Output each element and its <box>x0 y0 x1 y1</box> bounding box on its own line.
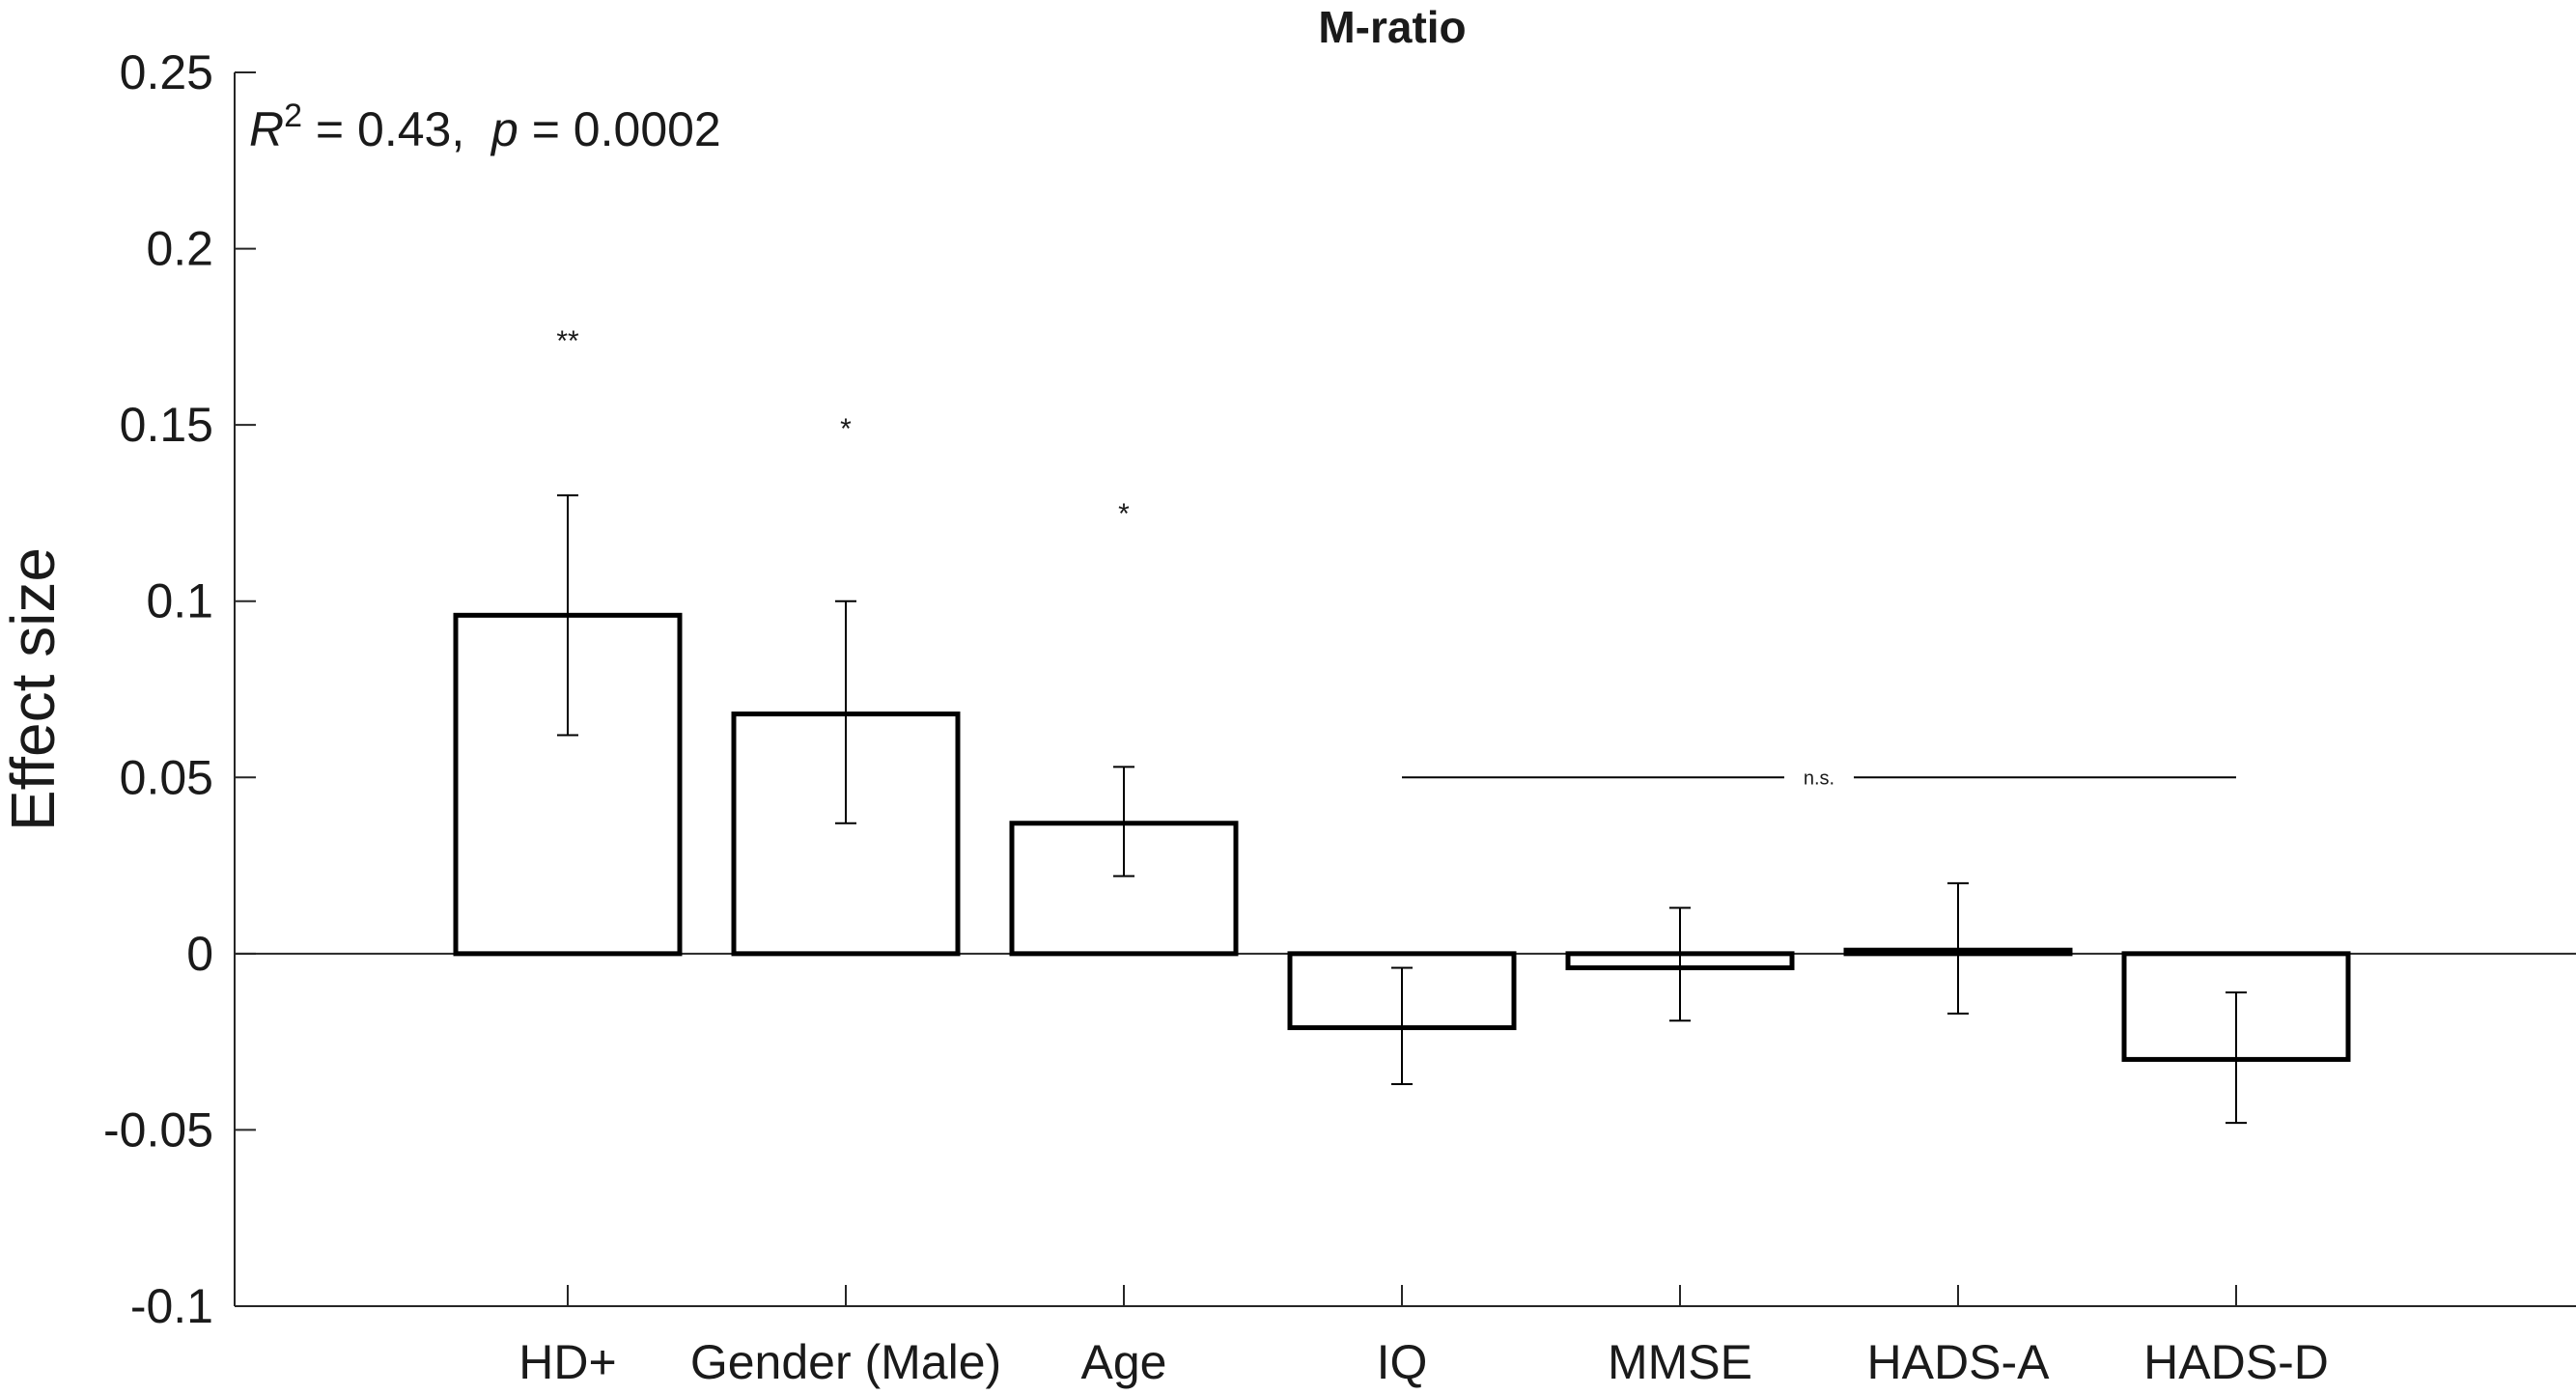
y-tick-label: 0.25 <box>120 45 213 99</box>
y-tick-label: 0.1 <box>146 574 213 628</box>
annotations: ****n.s. <box>556 325 2236 789</box>
p-symbol: p <box>490 102 518 156</box>
y-tick-label: 0.15 <box>120 398 213 452</box>
y-axis-label: Effect size <box>0 547 68 831</box>
x-tick-label: IQ <box>1377 1335 1428 1389</box>
axes: -0.1 -0.05 0 0.05 0.1 0.15 0.2 0.25 HD+ Gender (M… <box>103 45 2576 1389</box>
x-tick-label: HADS-A <box>1867 1335 2051 1389</box>
y-tick-label: 0.2 <box>146 222 213 276</box>
p-value: = 0.0002 <box>518 102 721 156</box>
x-tick-label: HD+ <box>518 1335 616 1389</box>
chart-title: M-ratio <box>1318 2 1466 52</box>
stats-annotation: R2 = 0.43, p = 0.0002 <box>249 98 721 156</box>
y-tick-label: 0 <box>186 927 213 981</box>
error-bars <box>557 494 2247 1125</box>
y-tick-label: -0.1 <box>130 1279 213 1333</box>
r2-superscript: 2 <box>284 98 302 134</box>
x-tick-label: MMSE <box>1608 1335 1752 1389</box>
x-tick-label: Age <box>1081 1335 1167 1389</box>
significance-marker: * <box>1118 498 1130 530</box>
x-tick-label: HADS-D <box>2143 1335 2329 1389</box>
y-tick-label: 0.05 <box>120 750 213 804</box>
significance-marker: ** <box>556 325 579 357</box>
x-tick-label: Gender (Male) <box>690 1335 1001 1389</box>
r2-symbol: R <box>249 102 284 156</box>
r2-value: = 0.43, <box>302 102 491 156</box>
significance-marker: * <box>840 413 852 445</box>
ns-label: n.s. <box>1804 767 1834 789</box>
y-tick-label: -0.05 <box>103 1102 213 1157</box>
